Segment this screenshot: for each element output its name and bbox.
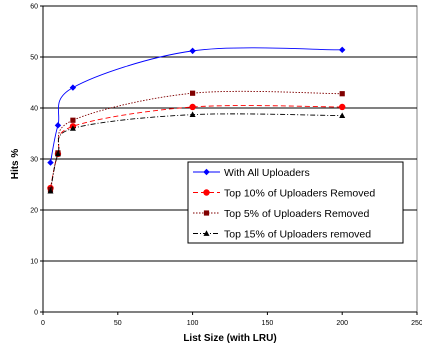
y-axis-label: Hits % [10,149,21,180]
legend-label: Top 5% of Uploaders Removed [224,208,369,220]
series-line [50,47,343,163]
y-tick-label: 60 [30,4,38,11]
legend-swatch-marker [203,168,210,176]
data-point [190,90,196,96]
legend-label: Top 10% of Uploaders Removed [224,187,375,199]
x-tick-label: 150 [262,320,274,327]
series-0 [47,46,346,166]
data-point [189,103,196,111]
legend-box [187,161,404,244]
legend-swatch-marker [203,210,210,216]
x-axis-label: List Size (with LRU) [183,333,276,344]
legend-entry: Top 5% of Uploaders Removed [193,208,369,220]
x-tick-label: 100 [187,320,199,327]
data-point [47,159,54,166]
data-point [69,125,76,131]
data-point [339,91,345,97]
series-line [50,105,343,189]
legend-swatch-marker [203,189,210,196]
data-point [339,46,346,54]
data-point [339,103,346,111]
y-tick-label: 10 [30,259,38,266]
series-3 [47,111,346,194]
data-point [70,117,76,123]
x-tick-label: 0 [41,320,45,327]
axes [40,5,418,315]
legend-label: With All Uploaders [224,167,310,179]
data-point [47,187,54,194]
data-point [339,112,346,119]
y-tick-label: 0 [34,310,38,317]
legend-swatch-marker [203,230,210,236]
data-point [69,84,77,91]
y-tick-label: 50 [30,55,38,62]
y-tick-label: 30 [30,157,38,164]
data-point [54,122,62,129]
y-tick-label: 20 [30,208,38,215]
x-tick-label: 200 [336,320,348,327]
tick-labels: 0 10 20 30 40 50 60 0 50 100 150 200 250 [30,4,422,328]
series-line [50,113,343,192]
x-tick-label: 50 [114,320,122,327]
y-tick-label: 40 [30,106,38,113]
data-point [54,150,61,157]
data-point [189,111,196,118]
legend-label: Top 15% of Uploaders removed [224,228,371,240]
x-tick-label: 250 [411,320,422,327]
legend-entry: Top 15% of Uploaders removed [193,228,371,240]
legend-entry: Top 10% of Uploaders Removed [193,187,375,199]
series-layer [47,46,346,194]
legend-entry: With All Uploaders [193,167,310,179]
data-point [189,47,196,55]
legend: With All Uploaders Top 10% of Uploaders R… [187,161,404,244]
